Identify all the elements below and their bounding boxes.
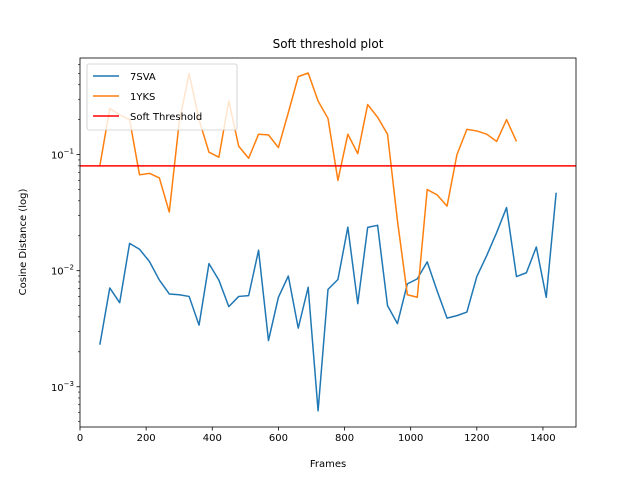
legend-box (86, 63, 238, 131)
x-tick-label: 600 (269, 433, 288, 444)
chart-title: Soft threshold plot (273, 37, 384, 51)
x-tick-label: 800 (335, 433, 354, 444)
y-tick-label: 10−3 (51, 380, 74, 394)
x-tick-label: 1400 (530, 433, 555, 444)
series-line-7sva (99, 192, 557, 412)
x-tick-label: 1000 (398, 433, 423, 444)
x-tick-label: 200 (137, 433, 156, 444)
y-tick-label: 10−1 (51, 148, 74, 162)
legend-label-soft-threshold: Soft Threshold (130, 112, 202, 123)
x-tick-label: 400 (203, 433, 222, 444)
y-axis-label: Cosine Distance (log) (18, 189, 29, 296)
legend: 7SVA 1YKS Soft Threshold (86, 63, 238, 131)
plot-area (80, 72, 576, 412)
x-tick-label: 1200 (464, 433, 489, 444)
series-line-1yks (99, 72, 518, 299)
x-axis-label: Frames (310, 459, 346, 470)
legend-label-1yks: 1YKS (130, 92, 155, 103)
y-tick-label: 10−2 (51, 264, 74, 278)
axes: 0 200 400 600 800 1000 1200 1400 10−3 10−2 10−1 (51, 57, 577, 444)
axes-frame (79, 57, 577, 428)
legend-label-7sva: 7SVA (130, 72, 156, 83)
x-tick-label: 0 (77, 433, 83, 444)
